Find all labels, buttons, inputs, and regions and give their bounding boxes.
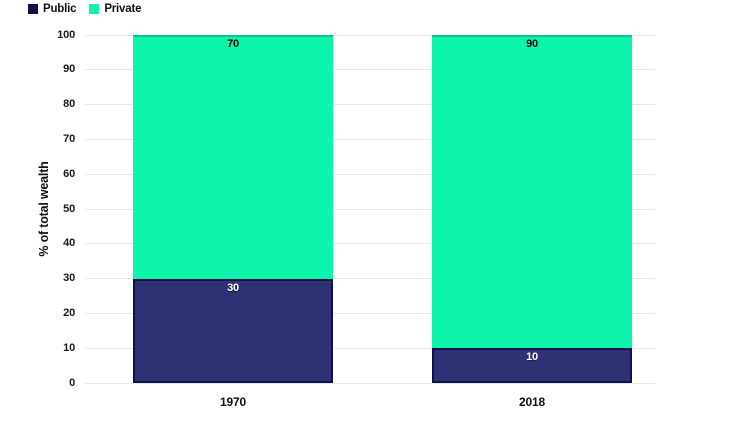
legend: Public Private [28,3,141,15]
bar-segment-1970-private [133,35,333,279]
gridline [85,104,655,106]
y-tick-label: 90 [63,63,75,76]
y-tick-label: 70 [63,132,75,145]
legend-label: Public [43,3,77,15]
x-tick-label: 1970 [220,395,246,409]
y-tick-label: 30 [63,272,75,285]
legend-label: Private [104,3,142,15]
gridline [85,243,655,245]
y-tick-label: 100 [57,28,75,41]
legend-item-public: Public [28,3,77,15]
gridline [85,208,655,210]
y-tick-label: 20 [63,306,75,319]
bar-segment-2018-public [432,348,632,383]
gridline [85,382,655,384]
gridline [85,278,655,280]
legend-swatch-icon [89,4,100,14]
legend-item-private: Private [89,3,141,15]
gridline [85,69,655,71]
bar-segment-1970-public [133,278,333,383]
y-tick-label: 60 [63,167,75,180]
gridline [85,34,655,36]
gridline [85,138,655,140]
y-tick-label: 0 [69,376,75,389]
gridline [85,312,655,314]
plot-area: 0 10 20 30 40 50 60 70 80 90 100 30 70 1970 10 90 2018 [57,29,655,409]
y-tick-label: 40 [63,237,75,250]
gridline [85,173,655,175]
gridline [85,347,655,349]
y-tick-label: 10 [63,341,75,354]
x-tick-label: 2018 [519,395,545,409]
bar-segment-2018-private [432,35,632,349]
y-tick-label: 50 [63,202,75,215]
legend-swatch-icon [28,4,38,14]
y-tick-label: 80 [63,98,75,111]
